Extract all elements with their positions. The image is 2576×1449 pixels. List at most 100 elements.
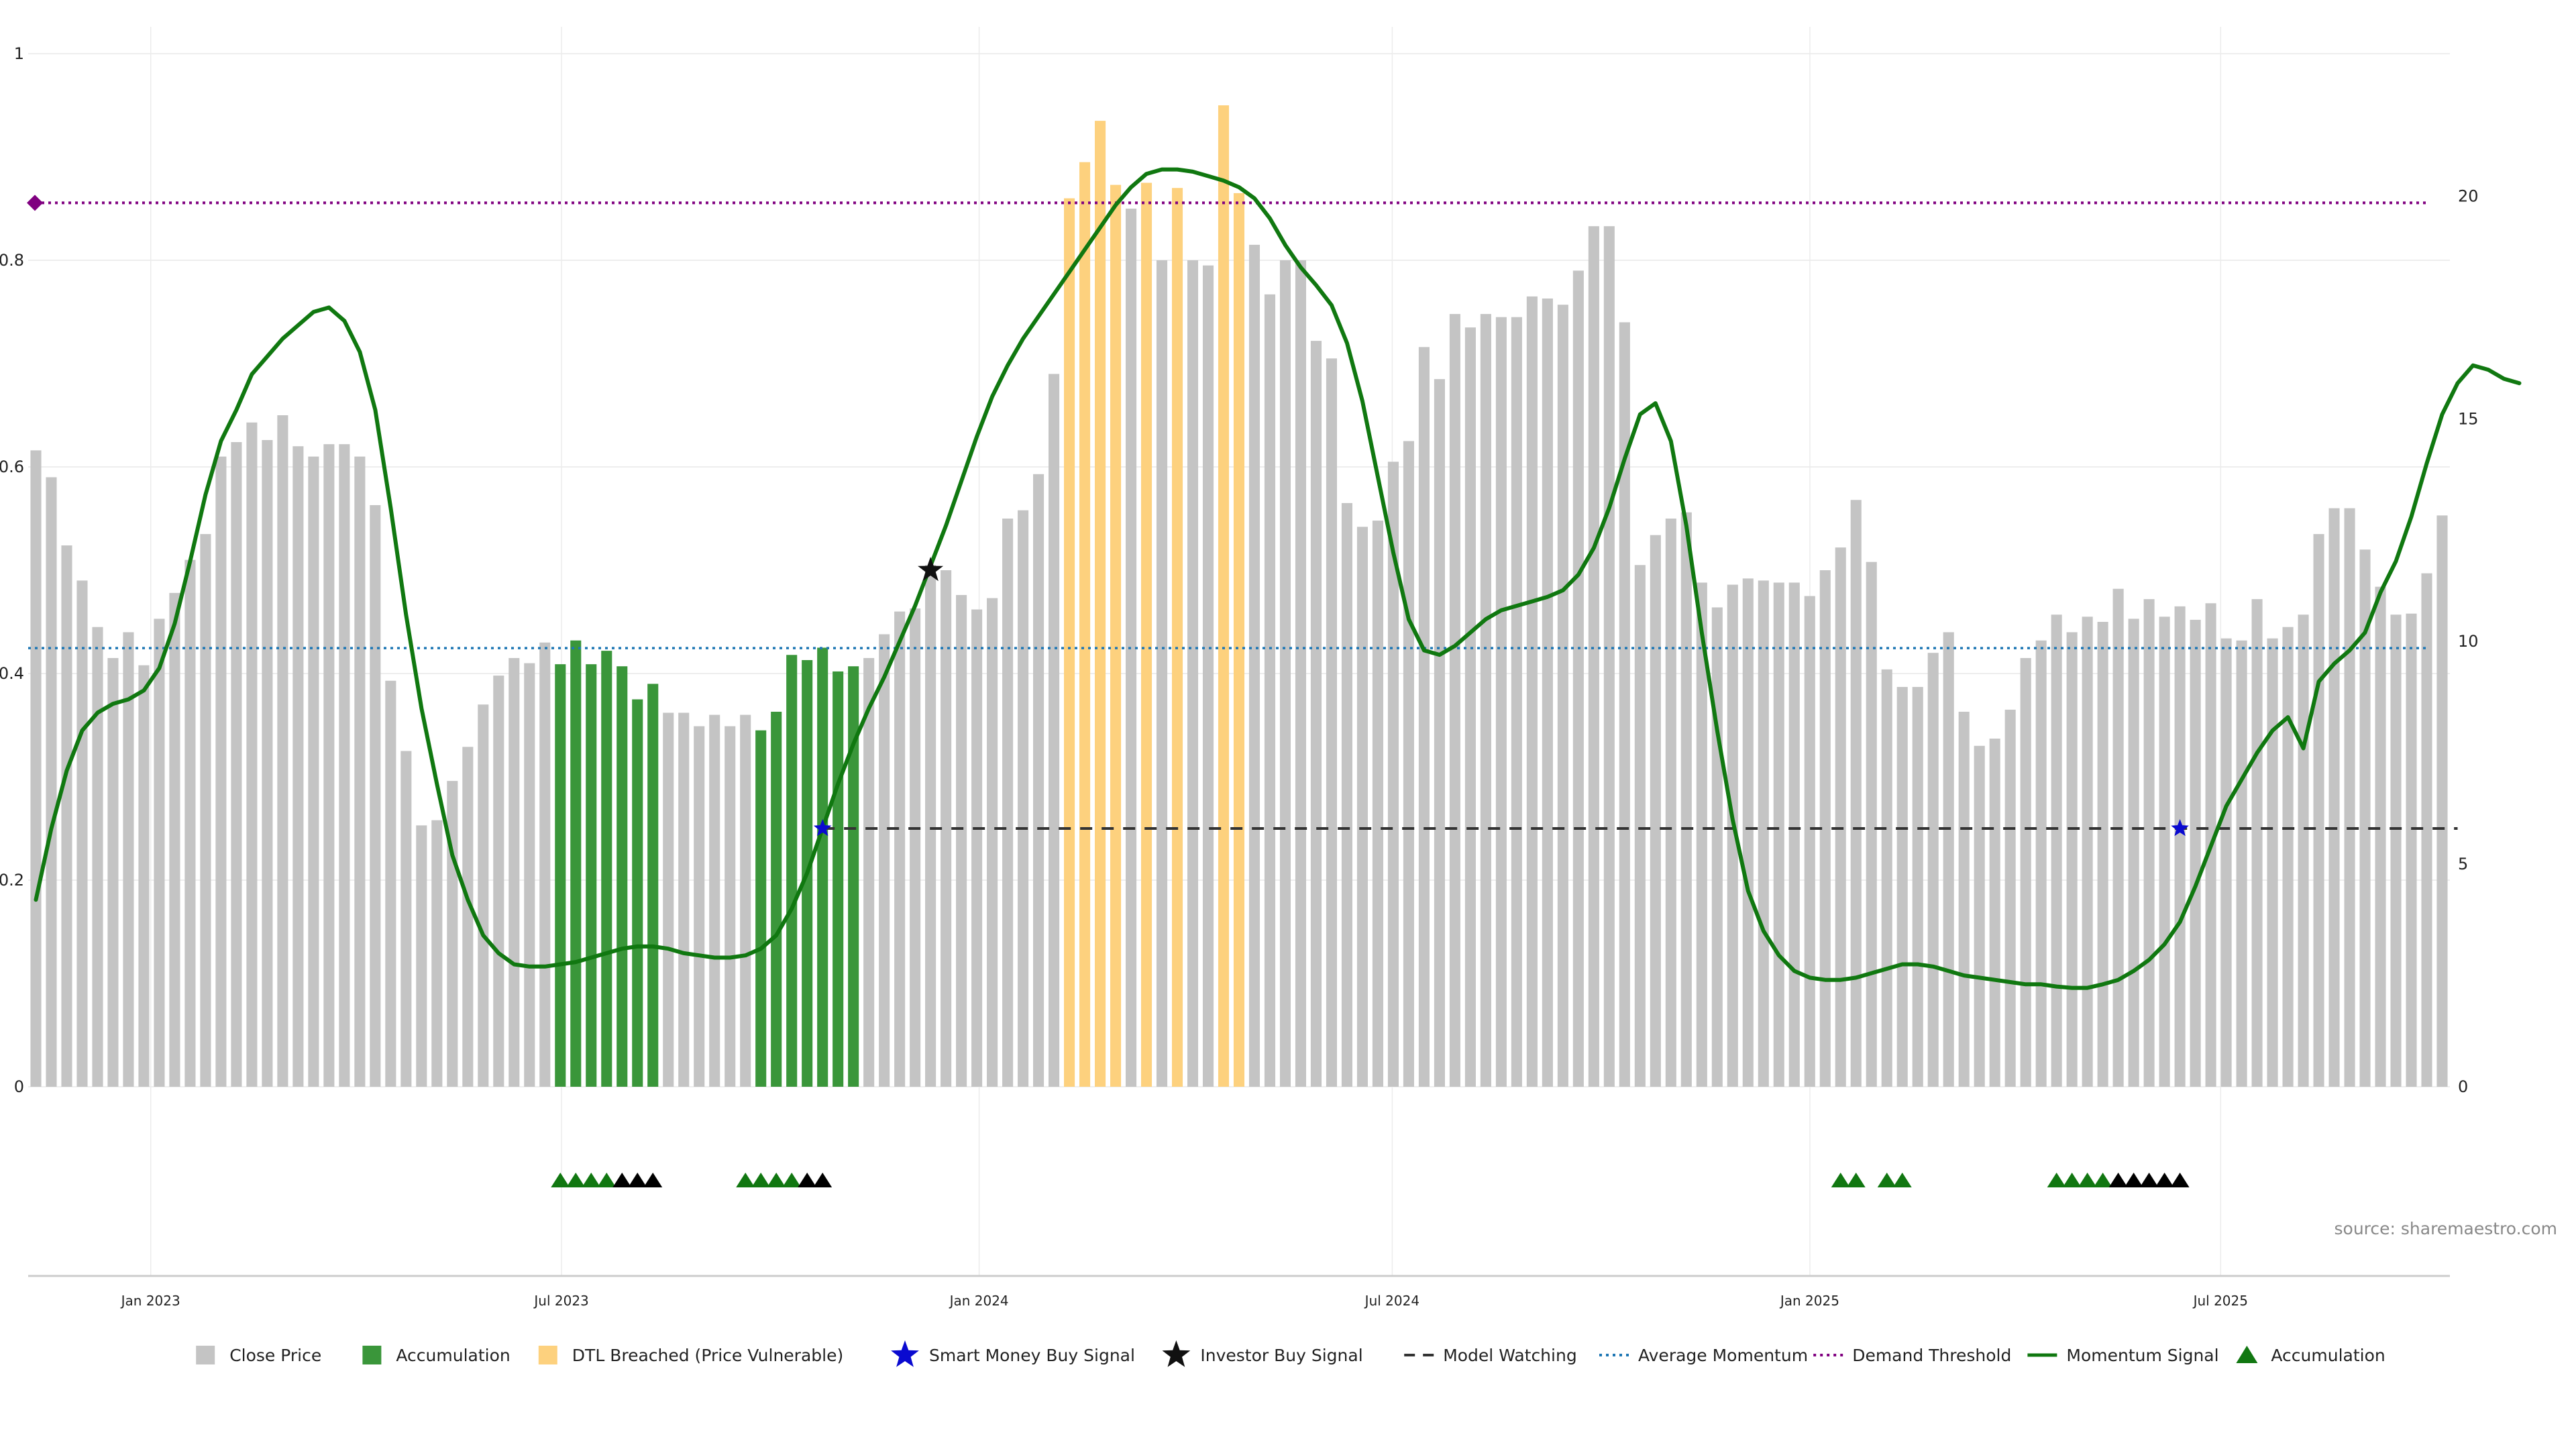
smart-money-star-icon bbox=[2171, 819, 2189, 837]
close-price-bar bbox=[2128, 619, 2139, 1087]
close-price-bar bbox=[1187, 260, 1199, 1087]
legend-item: Smart Money Buy Signal bbox=[891, 1340, 1135, 1367]
x-tick-label: Jul 2024 bbox=[1364, 1293, 1419, 1309]
close-price-bar bbox=[2236, 640, 2247, 1087]
right-y-tick-label: 20 bbox=[2458, 186, 2479, 205]
accumulation-triangle-icon bbox=[767, 1173, 786, 1187]
close-price-bar bbox=[863, 657, 875, 1087]
close-price-bar bbox=[92, 627, 103, 1087]
accumulation-triangle-icon bbox=[1892, 1173, 1912, 1187]
legend-star-icon bbox=[891, 1340, 919, 1367]
signal-panel bbox=[551, 1173, 2190, 1187]
x-tick-label: Jan 2024 bbox=[949, 1293, 1009, 1309]
accumulation-bar bbox=[647, 684, 659, 1087]
close-price-bar bbox=[1356, 527, 1368, 1087]
close-price-bar bbox=[1049, 374, 1060, 1087]
legend-item: Momentum Signal bbox=[2027, 1346, 2219, 1365]
legend-label: DTL Breached (Price Vulnerable) bbox=[572, 1346, 843, 1365]
accumulation-triangle-icon bbox=[1877, 1173, 1896, 1187]
close-price-bar bbox=[1418, 347, 1430, 1087]
investor-signal-triangle-icon bbox=[2139, 1173, 2159, 1187]
x-tick-label: Jul 2025 bbox=[2192, 1293, 2248, 1309]
close-price-bar bbox=[2251, 599, 2263, 1087]
close-price-bar bbox=[724, 726, 736, 1087]
accumulation-bar bbox=[555, 664, 566, 1087]
legend-item: Accumulation bbox=[362, 1346, 511, 1365]
left-y-tick-label: 0.2 bbox=[0, 871, 24, 890]
close-price-bar bbox=[2282, 627, 2294, 1087]
accumulation-triangle-icon bbox=[1831, 1173, 1850, 1187]
accumulation-triangle-icon bbox=[2062, 1173, 2082, 1187]
legend-swatch bbox=[196, 1346, 215, 1364]
investor-signal-triangle-icon bbox=[2124, 1173, 2143, 1187]
close-price-bar bbox=[508, 657, 520, 1087]
close-price-bar bbox=[2421, 573, 2432, 1087]
accumulation-triangle-icon bbox=[2078, 1173, 2097, 1187]
x-tick-label: Jan 2023 bbox=[120, 1293, 180, 1309]
investor-signal-triangle-icon bbox=[2170, 1173, 2190, 1187]
legend-triangle-icon bbox=[2236, 1346, 2258, 1363]
investor-signal-triangle-icon bbox=[643, 1173, 663, 1187]
close-price-bar bbox=[2220, 638, 2232, 1087]
investor-signal-triangle-icon bbox=[628, 1173, 647, 1187]
close-price-bar bbox=[1403, 441, 1414, 1087]
legend-label: Investor Buy Signal bbox=[1200, 1346, 1362, 1365]
close-price-bar bbox=[30, 450, 42, 1087]
close-price-bar bbox=[1295, 260, 1307, 1087]
close-price-bar bbox=[1881, 669, 1892, 1087]
close-price-bar bbox=[400, 751, 412, 1087]
close-price-bar bbox=[339, 444, 350, 1087]
investor-signal-triangle-icon bbox=[2155, 1173, 2174, 1187]
close-price-bar bbox=[1711, 607, 1723, 1087]
close-price-bar bbox=[2406, 613, 2417, 1087]
close-price-bar bbox=[971, 609, 983, 1087]
legend-item: Investor Buy Signal bbox=[1162, 1340, 1363, 1367]
legend-item: Close Price bbox=[196, 1346, 321, 1365]
close-price-bar bbox=[663, 712, 674, 1087]
close-price-bar bbox=[493, 676, 504, 1087]
close-price-bar bbox=[1634, 565, 1646, 1087]
close-price-bar bbox=[1326, 358, 1338, 1087]
close-price-bar bbox=[354, 456, 366, 1087]
close-price-bar bbox=[2066, 632, 2078, 1087]
close-price-bar bbox=[2267, 638, 2278, 1087]
legend-label: Demand Threshold bbox=[1852, 1346, 2011, 1365]
source-label: source: sharemaestro.com bbox=[2334, 1219, 2558, 1238]
close-price-bar bbox=[1542, 298, 1553, 1087]
close-price-bar bbox=[2082, 616, 2093, 1087]
close-price-bar bbox=[2359, 549, 2371, 1087]
dtl-breached-bar bbox=[1140, 182, 1152, 1087]
close-price-bar bbox=[524, 663, 535, 1087]
close-price-bar bbox=[1727, 584, 1738, 1087]
accumulation-triangle-icon bbox=[597, 1173, 616, 1187]
close-price-bar bbox=[61, 545, 72, 1087]
close-price-bar bbox=[1943, 632, 1954, 1087]
close-price-bar bbox=[1372, 521, 1383, 1087]
close-price-bar bbox=[2313, 534, 2324, 1087]
left-y-tick-label: 0.4 bbox=[0, 664, 24, 683]
left-y-tick-label: 1 bbox=[14, 44, 24, 63]
close-price-bar bbox=[1804, 596, 1815, 1087]
close-price-bar bbox=[1002, 519, 1014, 1087]
close-price-bar bbox=[1758, 580, 1769, 1087]
close-price-bar bbox=[385, 680, 396, 1087]
legend-item: DTL Breached (Price Vulnerable) bbox=[538, 1346, 843, 1365]
close-price-bar bbox=[1619, 322, 1630, 1087]
close-price-bar bbox=[1279, 260, 1291, 1087]
close-price-bar bbox=[1526, 296, 1538, 1087]
close-price-bar bbox=[246, 422, 258, 1087]
investor-signal-triangle-icon bbox=[813, 1173, 833, 1187]
right-y-tick-label: 5 bbox=[2458, 855, 2468, 873]
accumulation-triangle-icon bbox=[782, 1173, 802, 1187]
close-price-bar bbox=[277, 415, 288, 1087]
close-price-bar bbox=[879, 634, 890, 1087]
accumulation-triangle-icon bbox=[736, 1173, 755, 1187]
close-price-bar bbox=[462, 747, 474, 1087]
accumulation-bar bbox=[848, 666, 859, 1087]
momentum-signal-line bbox=[34, 167, 2522, 990]
legend-star-icon bbox=[1162, 1340, 1191, 1367]
close-price-bar bbox=[1896, 687, 1908, 1087]
close-price-bar bbox=[123, 632, 134, 1087]
accumulation-bar bbox=[616, 666, 628, 1087]
